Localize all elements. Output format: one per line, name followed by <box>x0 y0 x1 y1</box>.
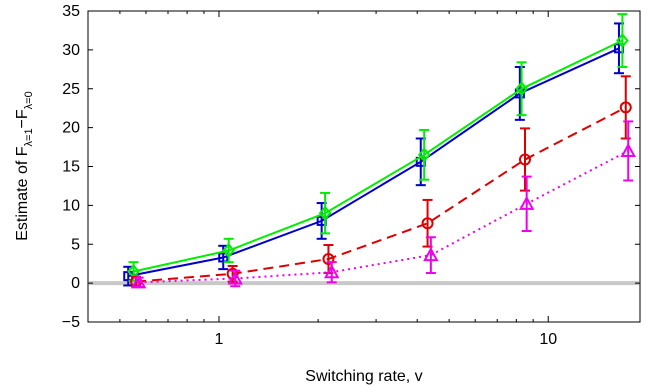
y-tick-label: 5 <box>71 236 80 253</box>
data-point <box>518 153 531 166</box>
y-tick-label: 30 <box>62 42 80 59</box>
data-point <box>218 252 229 263</box>
y-tick-label: 35 <box>62 3 80 20</box>
y-tick-label: −5 <box>62 314 80 331</box>
data-point <box>515 81 528 97</box>
x-axis: 1 10 <box>87 11 557 348</box>
y-axis-title-mid: −F <box>14 109 31 128</box>
data-point <box>318 205 332 221</box>
data-point <box>322 253 335 266</box>
data-point <box>518 195 535 210</box>
y-axis-title-sub2: λ=0 <box>23 91 35 109</box>
data-point <box>130 274 147 289</box>
series-line <box>136 106 627 283</box>
y-tick-label: 10 <box>62 197 80 214</box>
y-tick-label: 20 <box>62 120 80 137</box>
data-point <box>423 247 439 262</box>
y-axis-title-sub1: λ=1 <box>23 128 35 146</box>
series-line <box>138 150 629 284</box>
x-axis-title: Switching rate, v <box>305 368 422 385</box>
data-point <box>421 217 434 230</box>
series-line <box>133 39 623 273</box>
data-point <box>619 101 632 114</box>
series-line <box>128 47 620 278</box>
x-tick-label: 1 <box>215 331 224 348</box>
y-axis-title: Estimate of Fλ=1−Fλ=0 <box>14 91 35 240</box>
x-tick-label: 10 <box>539 331 557 348</box>
y-tick-label: 15 <box>62 159 80 176</box>
y-tick-label: 0 <box>71 275 80 292</box>
data-point <box>222 242 235 259</box>
y-axis: −5 0 5 10 15 20 25 30 35 <box>62 3 640 331</box>
plot-area <box>87 10 641 323</box>
y-tick-label: 25 <box>62 81 80 98</box>
y-axis-title-prefix: Estimate of F <box>14 146 31 240</box>
series-4 <box>130 120 636 289</box>
data-point <box>324 264 340 279</box>
data-point <box>616 32 629 49</box>
data-point <box>620 142 636 157</box>
data-point <box>417 147 431 163</box>
series-group <box>123 13 636 289</box>
data-point <box>227 270 243 285</box>
